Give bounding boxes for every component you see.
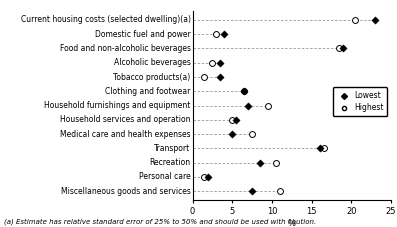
Point bbox=[320, 147, 327, 150]
Text: Household services and operation: Household services and operation bbox=[60, 115, 191, 124]
Point bbox=[265, 104, 271, 107]
Point bbox=[241, 89, 247, 93]
Text: Miscellaneous goods and services: Miscellaneous goods and services bbox=[61, 187, 191, 196]
Point bbox=[217, 75, 224, 79]
Text: Household furnishings and equipment: Household furnishings and equipment bbox=[44, 101, 191, 110]
Point bbox=[221, 32, 227, 36]
Text: (a) Estimate has relative standard error of 25% to 50% and should be used with c: (a) Estimate has relative standard error… bbox=[4, 218, 316, 225]
Point bbox=[233, 118, 239, 122]
Text: Current housing costs (selected dwelling)(a): Current housing costs (selected dwelling… bbox=[21, 15, 191, 25]
Text: Recreation: Recreation bbox=[149, 158, 191, 167]
Point bbox=[336, 47, 343, 50]
Legend: Lowest, Highest: Lowest, Highest bbox=[333, 87, 387, 116]
Point bbox=[201, 175, 208, 179]
Text: Clothing and footwear: Clothing and footwear bbox=[105, 87, 191, 96]
Text: Medical care and health expenses: Medical care and health expenses bbox=[60, 130, 191, 139]
Point bbox=[257, 161, 263, 165]
Point bbox=[229, 118, 235, 122]
Text: Food and non-alcoholic beverages: Food and non-alcoholic beverages bbox=[60, 44, 191, 53]
Point bbox=[249, 132, 255, 136]
Point bbox=[213, 32, 220, 36]
Point bbox=[340, 47, 347, 50]
Point bbox=[201, 75, 208, 79]
Point bbox=[241, 89, 247, 93]
Point bbox=[372, 18, 378, 22]
Point bbox=[277, 189, 283, 193]
Text: Domestic fuel and power: Domestic fuel and power bbox=[95, 30, 191, 39]
Point bbox=[316, 147, 323, 150]
Point bbox=[352, 18, 358, 22]
Point bbox=[209, 61, 216, 64]
Text: Tobacco products(a): Tobacco products(a) bbox=[113, 72, 191, 81]
Text: Transport: Transport bbox=[154, 144, 191, 153]
Point bbox=[229, 132, 235, 136]
Point bbox=[273, 161, 279, 165]
Point bbox=[249, 189, 255, 193]
Point bbox=[245, 104, 251, 107]
Text: Personal care: Personal care bbox=[139, 173, 191, 181]
Text: Alcoholic beverages: Alcoholic beverages bbox=[114, 58, 191, 67]
X-axis label: %: % bbox=[288, 219, 296, 227]
Point bbox=[205, 175, 212, 179]
Point bbox=[217, 61, 224, 64]
